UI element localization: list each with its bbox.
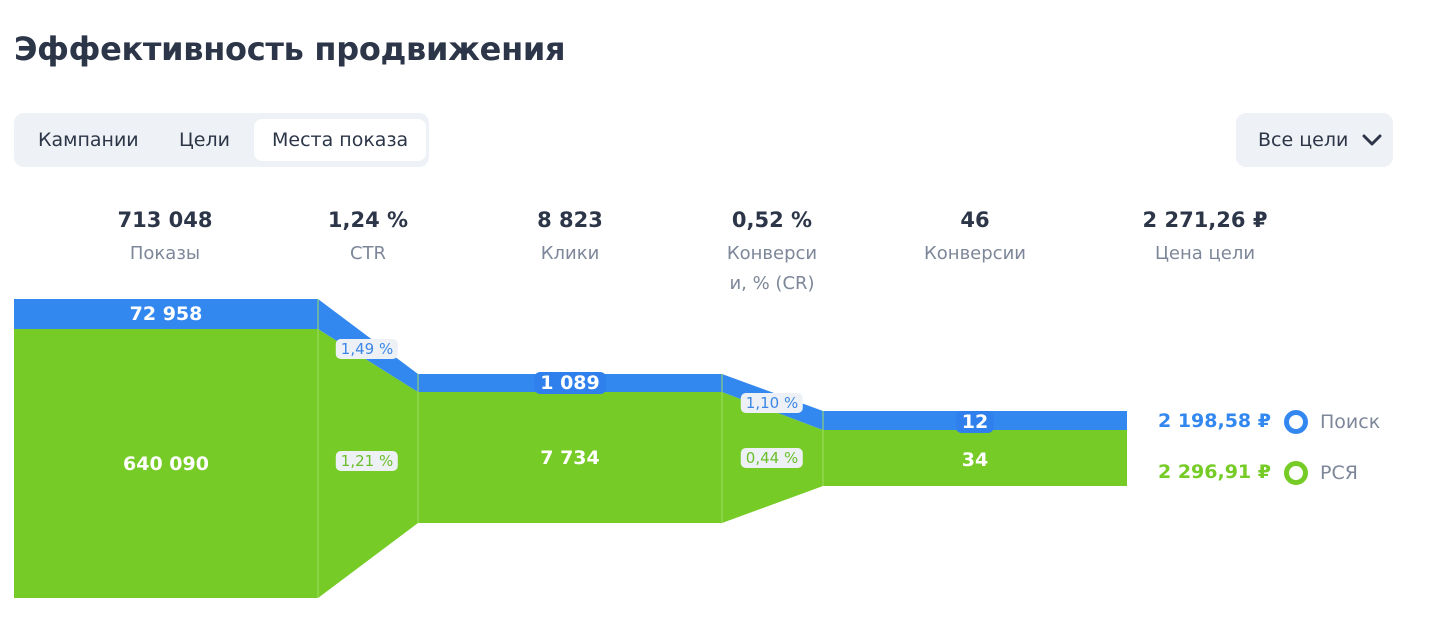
metric-ctr: 1,24 % CTR bbox=[268, 205, 468, 269]
metric-cr: 0,52 % Конверси и, % (CR) bbox=[672, 205, 872, 299]
cr-rsya-value: 0,44 % bbox=[740, 448, 804, 468]
metric-conversions: 46 Конверсии bbox=[875, 205, 1075, 269]
metric-label: Цена цели bbox=[1154, 243, 1256, 264]
metric-label: CTR bbox=[349, 243, 387, 264]
view-tabs: Кампании Цели Места показа bbox=[14, 113, 429, 167]
shows-search-value: 72 958 bbox=[129, 303, 203, 325]
page-title: Эффективность продвижения bbox=[14, 30, 566, 68]
clicks-rsya-value: 7 734 bbox=[540, 447, 600, 469]
goal-select[interactable]: Все цели bbox=[1236, 113, 1393, 167]
tab-campaigns[interactable]: Кампании bbox=[38, 129, 139, 151]
shows-rsya-value: 640 090 bbox=[123, 453, 209, 475]
conversions-search-value: 12 bbox=[955, 411, 995, 433]
goal-price-rsya: 2 296,91 ₽ bbox=[1158, 461, 1271, 483]
clicks-search-value: 1 089 bbox=[534, 372, 606, 394]
metric-value: 1,24 % bbox=[327, 208, 409, 232]
metric-value: 0,52 % bbox=[731, 208, 813, 232]
cr-search-value: 1,10 % bbox=[740, 393, 804, 413]
legend-item-search[interactable]: Поиск bbox=[1284, 410, 1380, 434]
conversions-rsya-value: 34 bbox=[961, 449, 989, 471]
goal-select-label: Все цели bbox=[1258, 129, 1349, 151]
legend-item-rsya[interactable]: РСЯ bbox=[1284, 461, 1358, 485]
chevron-down-icon bbox=[1362, 134, 1382, 146]
legend-label: Поиск bbox=[1320, 411, 1381, 433]
metric-value: 713 048 bbox=[117, 208, 213, 232]
tab-placements[interactable]: Места показа bbox=[254, 119, 427, 161]
metric-shows: 713 048 Показы bbox=[65, 205, 265, 269]
goal-price-search: 2 198,58 ₽ bbox=[1158, 410, 1271, 432]
metric-clicks: 8 823 Клики bbox=[470, 205, 670, 269]
metric-goal-price: 2 271,26 ₽ Цена цели bbox=[1105, 205, 1305, 269]
tab-goals[interactable]: Цели bbox=[179, 129, 230, 151]
metric-label: Конверси и, % (CR) bbox=[726, 243, 818, 294]
legend-ring-icon bbox=[1284, 410, 1308, 434]
legend-label: РСЯ bbox=[1320, 462, 1358, 484]
metric-value: 46 bbox=[960, 208, 990, 232]
ctr-rsya-value: 1,21 % bbox=[335, 451, 399, 471]
funnel-search-area bbox=[14, 299, 1127, 430]
legend-ring-icon bbox=[1284, 461, 1308, 485]
ctr-search-value: 1,49 % bbox=[335, 339, 399, 359]
metric-value: 8 823 bbox=[537, 208, 603, 232]
metric-label: Клики bbox=[540, 243, 600, 264]
metric-label: Показы bbox=[129, 243, 201, 264]
metric-value: 2 271,26 ₽ bbox=[1142, 208, 1268, 232]
metric-label: Конверсии bbox=[924, 243, 1026, 264]
funnel-rsya-area bbox=[14, 329, 1127, 598]
